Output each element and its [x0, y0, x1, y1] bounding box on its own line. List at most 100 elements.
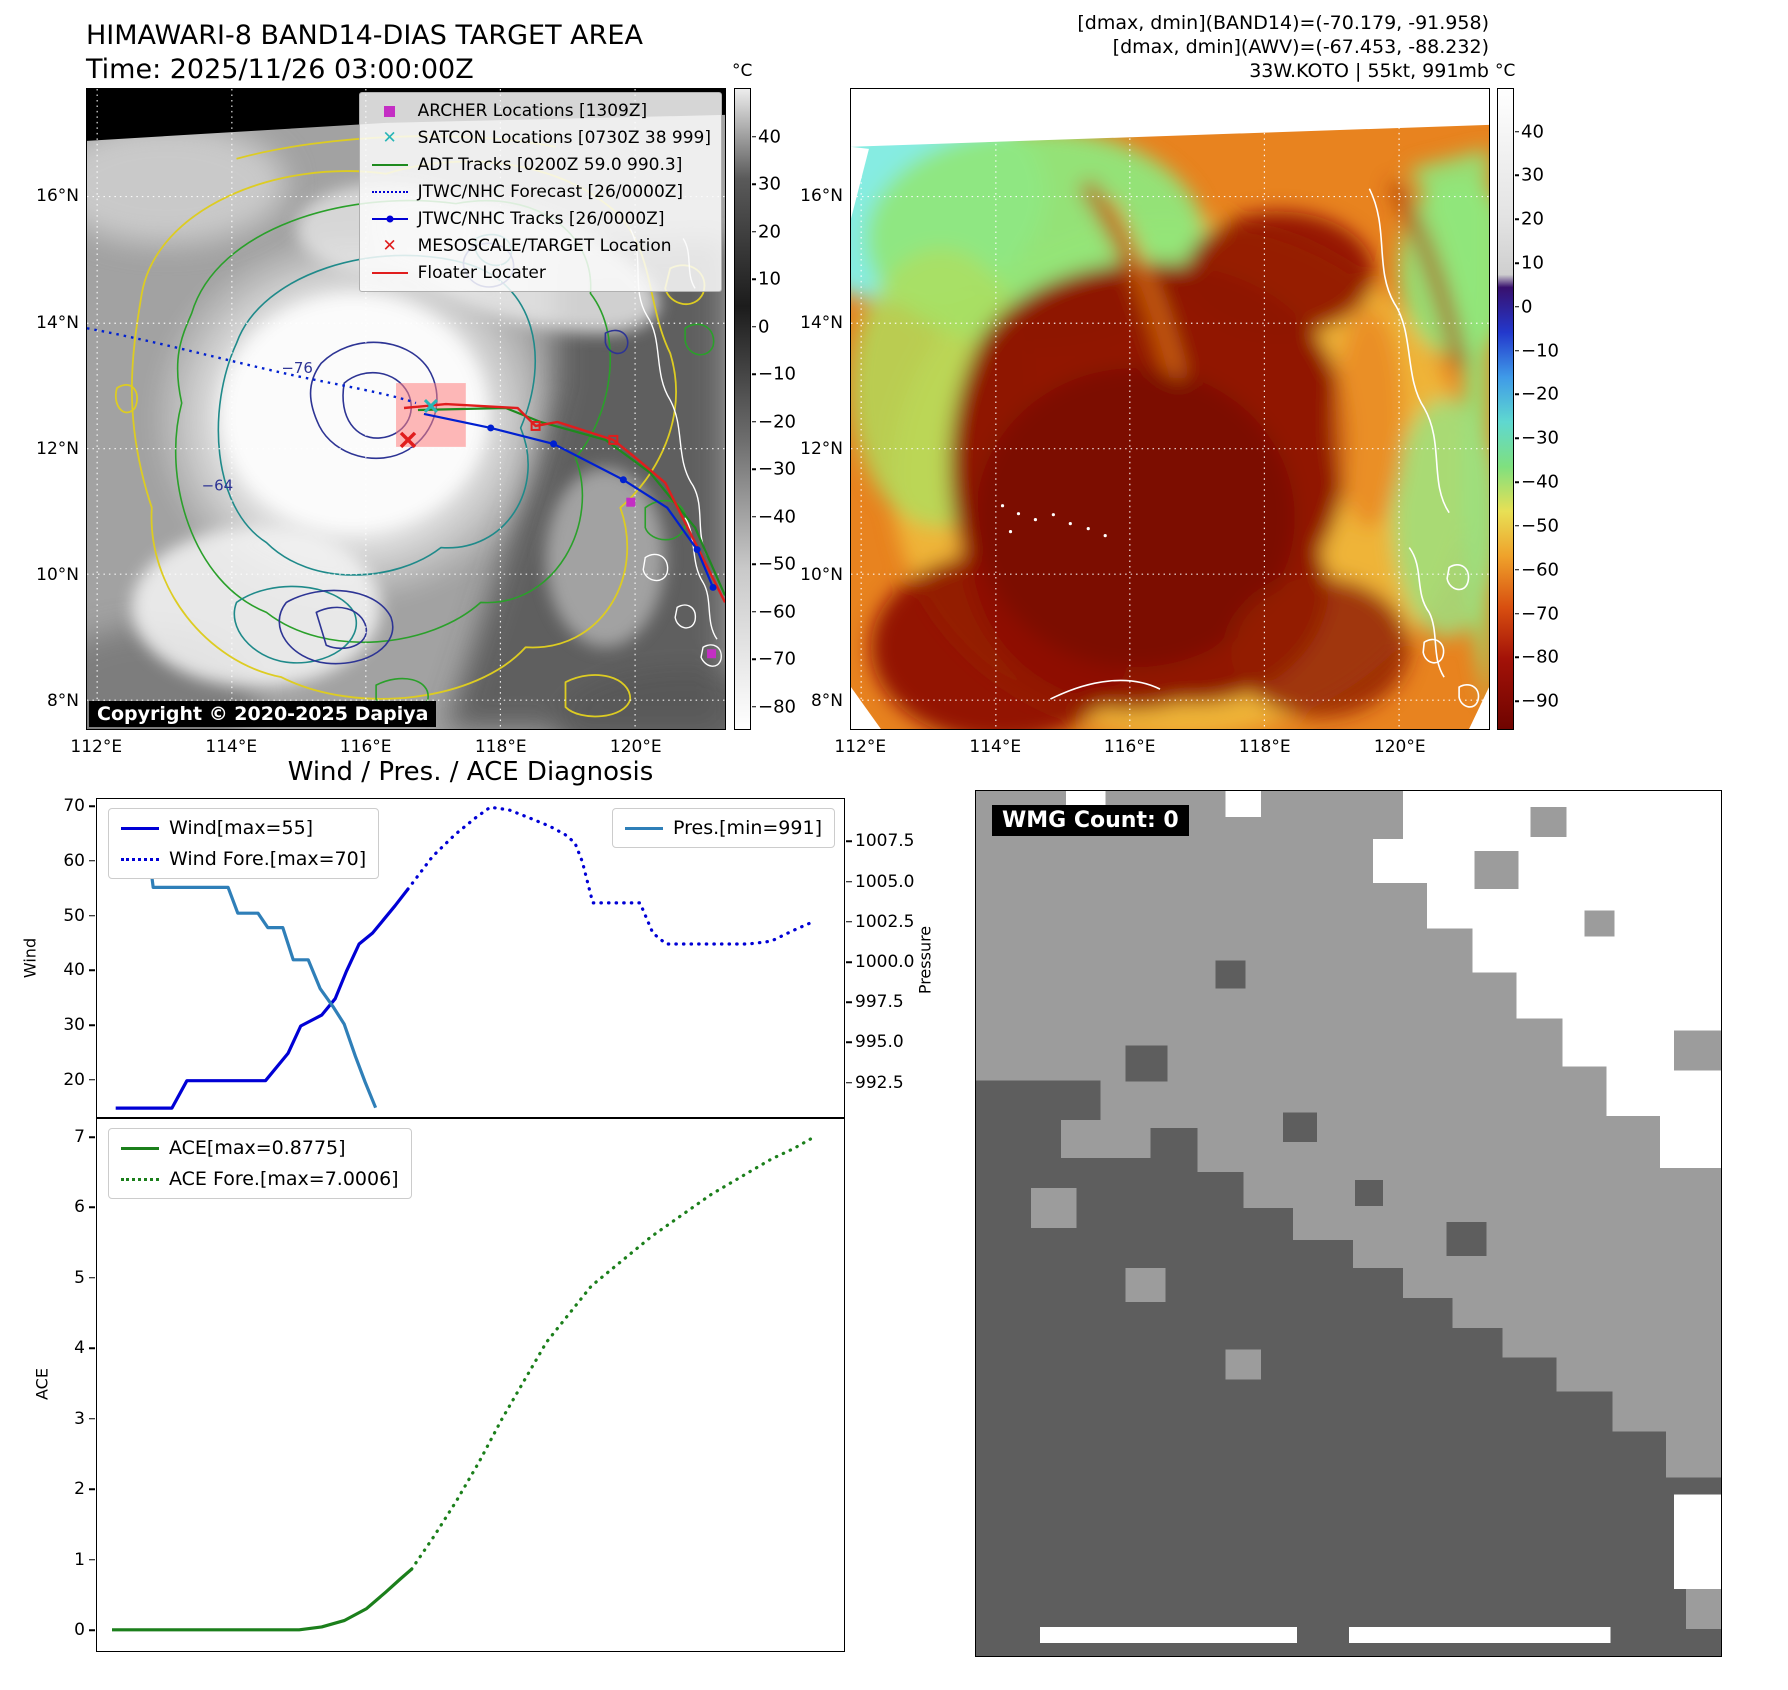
- awv-satellite-map: [850, 88, 1490, 730]
- dotted-legend-marker: [370, 191, 410, 193]
- ytick-right-label: 1000.0: [855, 952, 915, 973]
- band14-colorbar-tickmark: [752, 611, 756, 613]
- legend-left: Wind[max=55] Wind Fore.[max=70]: [108, 808, 380, 879]
- awv-lat-tick: 8°N: [810, 691, 843, 712]
- chart-legend-label: ACE[max=0.8775]: [169, 1137, 346, 1159]
- line-legend-marker: [370, 272, 410, 274]
- legend-line-sample: [121, 857, 159, 861]
- ytick-mark: [89, 1418, 95, 1420]
- band14-colorbar: [734, 88, 751, 730]
- y-axis-right-label: Pressure: [915, 925, 935, 995]
- x-legend-marker: ✕: [382, 128, 397, 148]
- band14-colorbar-tick: 10: [758, 268, 781, 290]
- ytick-right-label: 992.5: [855, 1072, 904, 1093]
- wmg-count-label: WMG Count: 0: [992, 805, 1189, 836]
- map-legend-label: JTWC/NHC Tracks [26/0000Z]: [417, 209, 665, 229]
- band14-colorbar-tickmark: [752, 373, 756, 376]
- awv-colorbar-tickmark: [1515, 174, 1519, 177]
- ace-observed-line: [112, 1567, 413, 1632]
- ytick-right-label: 1007.5: [855, 831, 915, 852]
- map-legend-item: ✕ MESOSCALE/TARGET Location: [370, 235, 711, 257]
- swath-edge-white: [851, 89, 1489, 147]
- archer-marker: [626, 497, 636, 507]
- band14-lat-tick: 8°N: [46, 691, 79, 712]
- chart-legend-item: Wind Fore.[max=70]: [121, 848, 366, 870]
- swath-edge-white: [851, 687, 881, 729]
- ytick-right-mark: [846, 1001, 852, 1003]
- ytick-mark: [89, 969, 95, 972]
- pressure-line: [112, 808, 378, 1109]
- ytick-label: 40: [63, 960, 85, 981]
- awv-colorbar-unit: °C: [1495, 61, 1516, 81]
- ytick-right-mark: [846, 961, 852, 963]
- map-legend-item: JTWC/NHC Tracks [26/0000Z]: [370, 208, 711, 230]
- band14-colorbar-tick: 40: [758, 126, 781, 148]
- y-axis-label: ACE: [32, 1368, 52, 1400]
- awv-colorbar-tickmark: [1515, 525, 1519, 527]
- band14-colorbar-unit: °C: [732, 61, 753, 81]
- map-legend-item: JTWC/NHC Forecast [26/0000Z]: [370, 181, 711, 203]
- ytick-mark: [89, 1488, 95, 1490]
- awv-colorbar-tickmark: [1515, 349, 1519, 352]
- wmg-mid-speckles: [1030, 806, 1721, 1630]
- legend-line-sample: [121, 1146, 159, 1150]
- awv-imagery: [851, 89, 1489, 729]
- awv-lat-tick: 10°N: [800, 564, 843, 585]
- line-legend-marker: [370, 164, 410, 166]
- map-legend-item: Floater Locater: [370, 262, 711, 284]
- awv-colorbar-tick: −80: [1521, 646, 1559, 668]
- ytick-right-label: 1005.0: [855, 871, 915, 892]
- awv-colorbar-tickmark: [1515, 262, 1519, 264]
- band14-colorbar-tickmark: [752, 516, 756, 518]
- band14-colorbar-tick: 0: [758, 316, 770, 338]
- awv-colorbar-tickmark: [1515, 393, 1519, 396]
- ytick-mark: [89, 914, 95, 917]
- ytick-mark: [89, 1347, 95, 1350]
- contour-label-outer: −64: [202, 477, 234, 495]
- band14-lon-tick: 112°E: [70, 737, 123, 757]
- band14-lon-tick: 120°E: [609, 737, 662, 757]
- dmax-awv-line: [dmax, dmin](AWV)=(-67.453, -88.232): [1112, 36, 1489, 58]
- wmg-white-speckles: [1039, 791, 1721, 1644]
- chart-legend-item: Pres.[min=991]: [625, 817, 822, 839]
- awv-lon-tick: 116°E: [1103, 737, 1156, 757]
- band14-colorbar-tickmark: [752, 706, 756, 708]
- y-axis-label: Wind: [20, 937, 40, 979]
- awv-cloud-field: [851, 89, 1489, 729]
- awv-colorbar-tick: 40: [1521, 121, 1544, 143]
- awv-colorbar-tick: −10: [1521, 340, 1559, 362]
- band14-colorbar-tick: −40: [758, 506, 796, 528]
- legend-line-sample: [121, 826, 159, 830]
- band14-colorbar-tickmark: [752, 326, 756, 328]
- awv-colorbar-tickmark: [1515, 568, 1519, 571]
- map-legend-label: SATCON Locations [0730Z 38 999]: [417, 128, 711, 148]
- archer-marker: [707, 649, 717, 659]
- wmg-dark-speckles: [1125, 960, 1487, 1256]
- wmg-bottom-notch: [1297, 1621, 1349, 1656]
- band14-colorbar-tickmark: [752, 231, 756, 233]
- jtwc-track: [423, 412, 717, 591]
- map-legend-item: ✕ SATCON Locations [0730Z 38 999]: [370, 127, 711, 149]
- floater-track: [403, 402, 725, 603]
- jtwc-forecast-track: [87, 327, 417, 405]
- ytick-mark: [89, 1629, 95, 1631]
- awv-colorbar-tick: −30: [1521, 427, 1559, 449]
- band14-colorbar-tick: 20: [758, 221, 781, 243]
- awv-colorbar: [1497, 88, 1514, 730]
- ytick-label: 20: [63, 1069, 85, 1090]
- awv-colorbar-tick: −90: [1521, 690, 1559, 712]
- awv-colorbar-tick: −40: [1521, 471, 1559, 493]
- coastline: [1050, 188, 1480, 708]
- ytick-right-label: 997.5: [855, 992, 904, 1013]
- wind-series-svg: [112, 805, 814, 1110]
- ytick-label: 30: [63, 1015, 85, 1035]
- band14-lat-tick: 16°N: [36, 185, 79, 206]
- ytick-label: 2: [74, 1479, 85, 1500]
- band14-lat-tick: 10°N: [36, 564, 79, 585]
- target-x-marker: [399, 431, 417, 449]
- ytick-label: 0: [74, 1620, 85, 1641]
- awv-lat-tick: 16°N: [800, 185, 843, 206]
- awv-colorbar-tick: −60: [1521, 559, 1559, 581]
- awv-colorbar-tickmark: [1515, 306, 1519, 308]
